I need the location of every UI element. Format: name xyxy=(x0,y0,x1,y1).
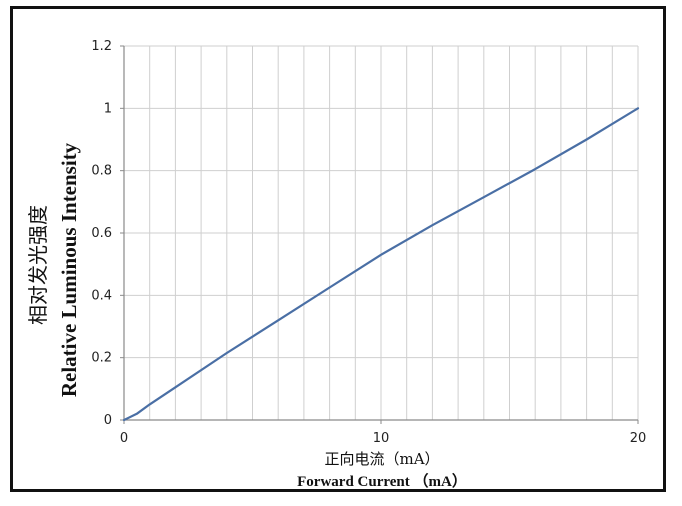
y-tick-labels: 0 0.2 0.4 0.6 0.8 1 1.2 xyxy=(91,39,112,428)
y-tick-label: 1 xyxy=(104,101,112,116)
y-tick-label: 0.6 xyxy=(91,226,112,241)
y-tick-label: 0.2 xyxy=(91,351,112,366)
axes xyxy=(120,45,639,424)
x-tick-label: 10 xyxy=(373,431,390,446)
y-axis-label-cn: 相对发光强度 xyxy=(26,205,50,325)
x-tick-labels: 0 10 20 xyxy=(120,431,646,446)
series-layer xyxy=(122,107,640,422)
y-tick-label: 0.4 xyxy=(91,288,112,303)
y-axis-label: Relative Luminous Intensity xyxy=(57,142,81,397)
chart-frame xyxy=(10,6,666,492)
x-tick-label: 0 xyxy=(120,431,128,446)
series-line xyxy=(122,107,640,422)
x-axis-label: Forward Current （mA） xyxy=(297,472,467,490)
x-tick-label: 20 xyxy=(630,431,647,446)
y-tick-label: 0 xyxy=(104,413,112,428)
y-tick-label: 0.8 xyxy=(91,164,112,179)
x-axis-label-cn: 正向电流（mA） xyxy=(324,450,439,468)
grid xyxy=(124,45,639,420)
y-tick-label: 1.2 xyxy=(91,39,112,54)
